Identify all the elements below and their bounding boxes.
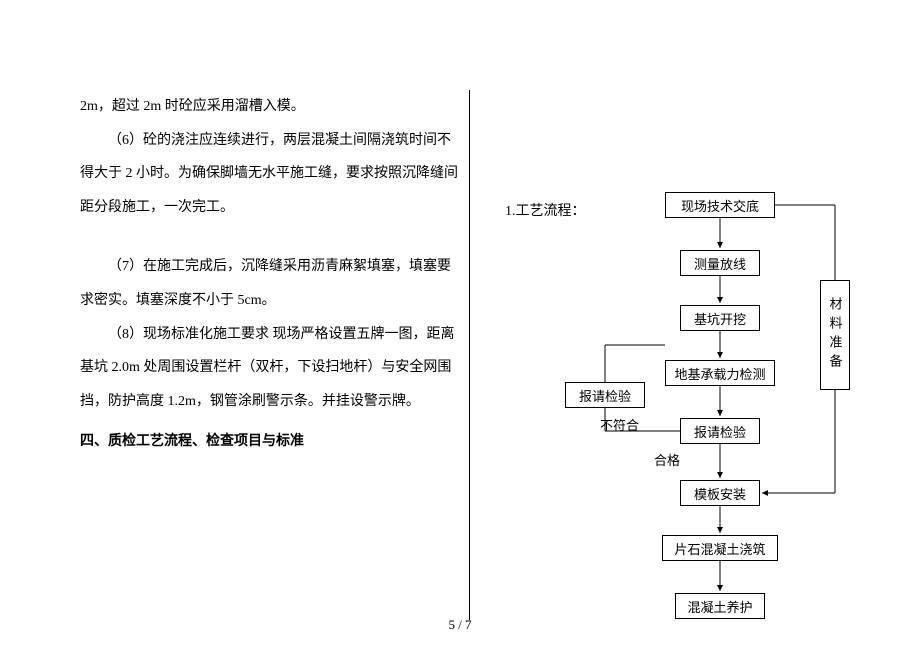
node-request-inspection-left: 报请检验 <box>565 382 645 408</box>
paragraph-7: （7）在施工完成后，沉降缝采用沥青麻絮填塞，填塞要求密实。填塞深度不小于 5cm… <box>80 250 460 317</box>
node-tech-briefing: 现场技术交底 <box>665 192 775 218</box>
flowchart-column: 1.工艺流程： 现场技术交底 测量放线 基坑开挖 地基承载力检测 报请检验 报请… <box>490 90 880 621</box>
left-text-column: 2m，超过 2m 时砼应采用溜槽入模。 （6）砼的浇注应连续进行，两层混凝土间隔… <box>80 90 470 621</box>
node-request-inspection: 报请检验 <box>680 418 760 444</box>
page-number: 5 / 7 <box>0 617 920 633</box>
section-heading-4: 四、质检工艺流程、检查项目与标准 <box>80 424 460 458</box>
node-formwork: 模板安装 <box>680 480 760 506</box>
node-concrete-cure: 混凝土养护 <box>675 593 765 619</box>
column-divider <box>469 90 470 620</box>
label-pass: 合格 <box>654 450 680 469</box>
node-material-prep: 材料准备 <box>820 280 850 390</box>
paragraph-2m: 2m，超过 2m 时砼应采用溜槽入模。 <box>80 90 460 124</box>
node-concrete-pour: 片石混凝土浇筑 <box>662 535 778 561</box>
node-survey: 测量放线 <box>680 250 760 276</box>
paragraph-8: （8）现场标准化施工要求 现场严格设置五牌一图，距离基坑 2.0m 处周围设置栏… <box>80 318 460 419</box>
node-bearing-test: 地基承载力检测 <box>665 360 775 386</box>
node-excavation: 基坑开挖 <box>680 305 760 331</box>
flowchart: 现场技术交底 测量放线 基坑开挖 地基承载力检测 报请检验 报请检验 模板安装 … <box>490 90 880 621</box>
paragraph-6: （6）砼的浇注应连续进行，两层混凝土间隔浇筑时间不得大于 2 小时。为确保脚墙无… <box>80 124 460 225</box>
label-fail: 不符合 <box>600 415 639 434</box>
